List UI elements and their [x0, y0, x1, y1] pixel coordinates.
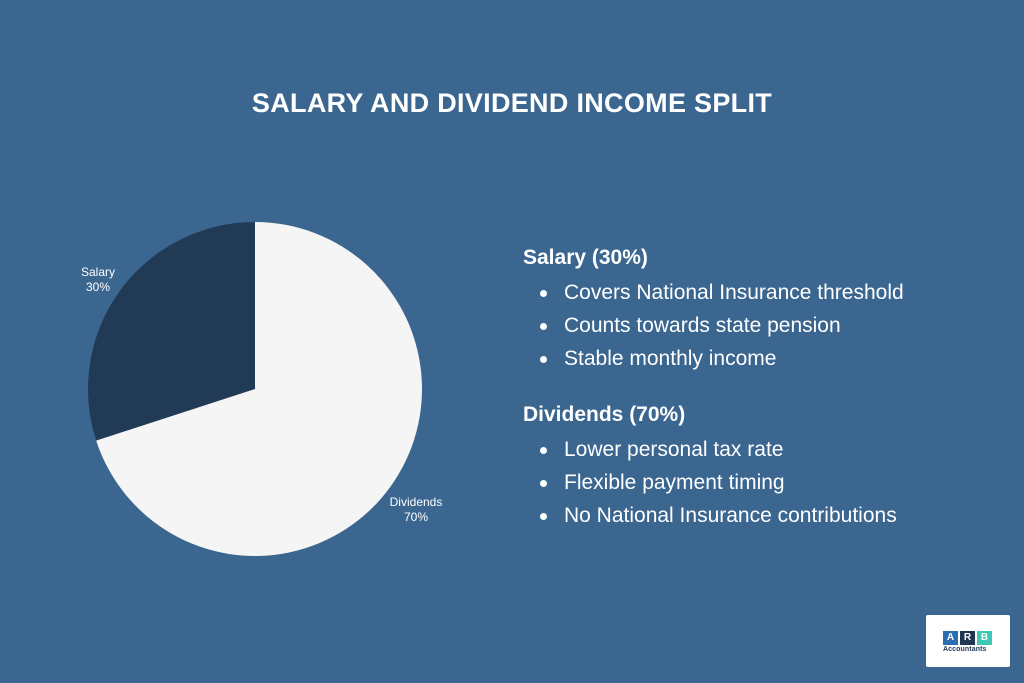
- details-panel: Salary (30%) Covers National Insurance t…: [523, 244, 983, 558]
- logo-letter-a: A: [943, 631, 958, 645]
- salary-details: Salary (30%) Covers National Insurance t…: [523, 244, 983, 375]
- pie-value-label-salary: 30%: [86, 280, 110, 294]
- logo-subtitle: Accountants: [943, 646, 987, 653]
- dividends-bullets: Lower personal tax rate Flexible payment…: [523, 433, 983, 532]
- pie-label-dividends: Dividends: [390, 495, 443, 509]
- pie-value-label-dividends: 70%: [404, 510, 428, 524]
- pie-label-salary: Salary: [81, 265, 115, 279]
- salary-bullets: Covers National Insurance threshold Coun…: [523, 276, 983, 375]
- bullet-item: No National Insurance contributions: [523, 499, 983, 532]
- logo-letter-boxes: A R B: [943, 631, 992, 645]
- logo-letter-b: B: [977, 631, 992, 645]
- pie-slice-salary: [87, 222, 255, 441]
- pie-slice-dividends: [96, 222, 422, 556]
- bullet-item: Covers National Insurance threshold: [523, 276, 983, 309]
- bullet-item: Counts towards state pension: [523, 309, 983, 342]
- dividends-heading: Dividends (70%): [523, 403, 686, 426]
- salary-heading: Salary (30%): [523, 246, 648, 269]
- bullet-item: Lower personal tax rate: [523, 433, 983, 466]
- logo-letter-r: R: [960, 631, 975, 645]
- bullet-item: Flexible payment timing: [523, 466, 983, 499]
- arb-accountants-logo: A R B Accountants: [926, 615, 1010, 667]
- bullet-item: Stable monthly income: [523, 342, 983, 375]
- dividends-details: Dividends (70%) Lower personal tax rate …: [523, 401, 983, 532]
- chart-title: SALARY AND DIVIDEND INCOME SPLIT: [251, 88, 773, 118]
